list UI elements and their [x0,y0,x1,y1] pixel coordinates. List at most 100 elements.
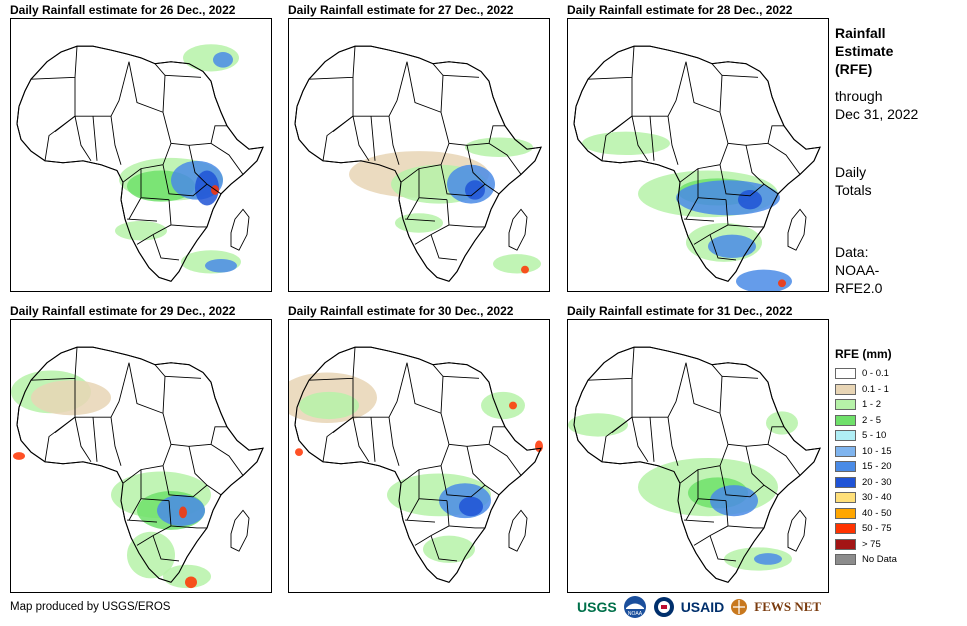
coastline [573,45,821,282]
rainfall-area [465,137,533,157]
map-panel-dec-27: Daily Rainfall estimate for 27 Dec., 202… [288,3,550,292]
country-border [126,519,158,523]
rainfall-area [163,564,211,589]
panel-title: Daily Rainfall estimate for 29 Dec., 202… [10,304,236,318]
legend-swatch [835,538,856,550]
legend-item: > 75 [835,537,897,553]
rainfall-area [423,535,475,563]
madagascar-outline [787,509,807,552]
rainfall-area [213,52,233,68]
country-border [44,416,76,462]
country-border [400,143,450,183]
country-border [719,164,765,197]
country-border [440,465,486,498]
country-border [128,197,142,220]
madagascar-outline [230,509,250,552]
country-border [168,199,207,228]
noaa-logo: NOAA [623,596,646,618]
country-border [188,125,227,146]
legend-swatch [835,461,856,473]
legend-label: 2 - 5 [862,414,882,426]
country-border [128,498,142,521]
country-border [488,142,522,175]
country-border [587,347,635,381]
country-border [388,116,400,165]
legend-swatch [835,445,856,457]
country-border [122,444,172,484]
panel-title: Daily Rainfall estimate for 28 Dec., 202… [567,3,793,17]
map-panel-dec-30: Daily Rainfall estimate for 30 Dec., 202… [288,304,550,593]
country-border [725,199,764,228]
madagascar-outline [508,208,528,251]
legend-item: 1 - 2 [835,397,897,413]
country-border [75,401,120,418]
country-border [719,465,765,498]
rainfall-area [582,131,670,155]
country-border [488,443,522,476]
country-border [721,74,759,78]
rainfall-area [127,531,175,579]
fews-net-globe-icon [731,599,748,615]
legend-label: > 75 [862,538,881,550]
legend-swatch [835,368,856,380]
country-border [110,116,122,165]
rainfall-area [13,452,25,460]
country-border [466,125,505,146]
country-border [118,61,130,101]
country-border [92,417,98,462]
rainfall-area [31,380,111,416]
rainfall-area [481,391,525,420]
country-border [370,116,376,161]
country-border [74,417,92,463]
credit-text: Map produced by USGS/EROS [10,601,171,613]
country-border [683,218,715,222]
country-border [679,444,729,484]
legend-swatch [835,523,856,535]
legend-item: 0 - 0.1 [835,366,897,382]
country-border [396,362,408,402]
country-border [675,362,687,402]
country-border [122,143,172,183]
legend-swatch [835,430,856,442]
coastline [294,346,542,583]
country-border [430,234,458,261]
country-border [685,61,721,113]
country-border [396,61,408,101]
country-border [679,143,729,183]
country-border [767,443,801,476]
madagascar-outline [230,208,250,251]
rainfall-map [10,18,272,292]
legend-label: 15 - 20 [862,461,892,473]
usaid-seal [653,597,674,617]
daily-label-line: Daily [835,164,867,180]
legend-item: 20 - 30 [835,475,897,491]
map-panel-dec-29: Daily Rainfall estimate for 29 Dec., 202… [10,304,272,593]
panel-title: Daily Rainfall estimate for 26 Dec., 202… [10,3,236,17]
country-border [352,417,370,463]
through-label: through [835,88,883,104]
rainfall-map [288,319,550,593]
country-border [162,164,208,197]
product-title-line: (RFE) [835,61,873,77]
country-border [308,347,356,381]
country-border [404,519,436,523]
africa-map [568,346,821,583]
legend-item: 50 - 75 [835,521,897,537]
country-border [210,142,244,175]
data-source: Data: NOAA- RFE2.0 [835,243,882,297]
country-border [162,112,190,146]
country-border [685,197,699,220]
rainfall-map [567,18,829,292]
legend-label: 1 - 2 [862,399,882,411]
country-border [406,498,420,521]
country-border [440,164,486,197]
country-border [430,535,458,562]
africa-map [16,44,264,282]
legend-swatch [835,492,856,504]
coastline [294,45,542,282]
legend-swatch [835,554,856,566]
legend-item: 2 - 5 [835,413,897,429]
panel-title: Daily Rainfall estimate for 27 Dec., 202… [288,3,514,17]
coastline [16,346,264,583]
legend-item: 40 - 50 [835,506,897,522]
